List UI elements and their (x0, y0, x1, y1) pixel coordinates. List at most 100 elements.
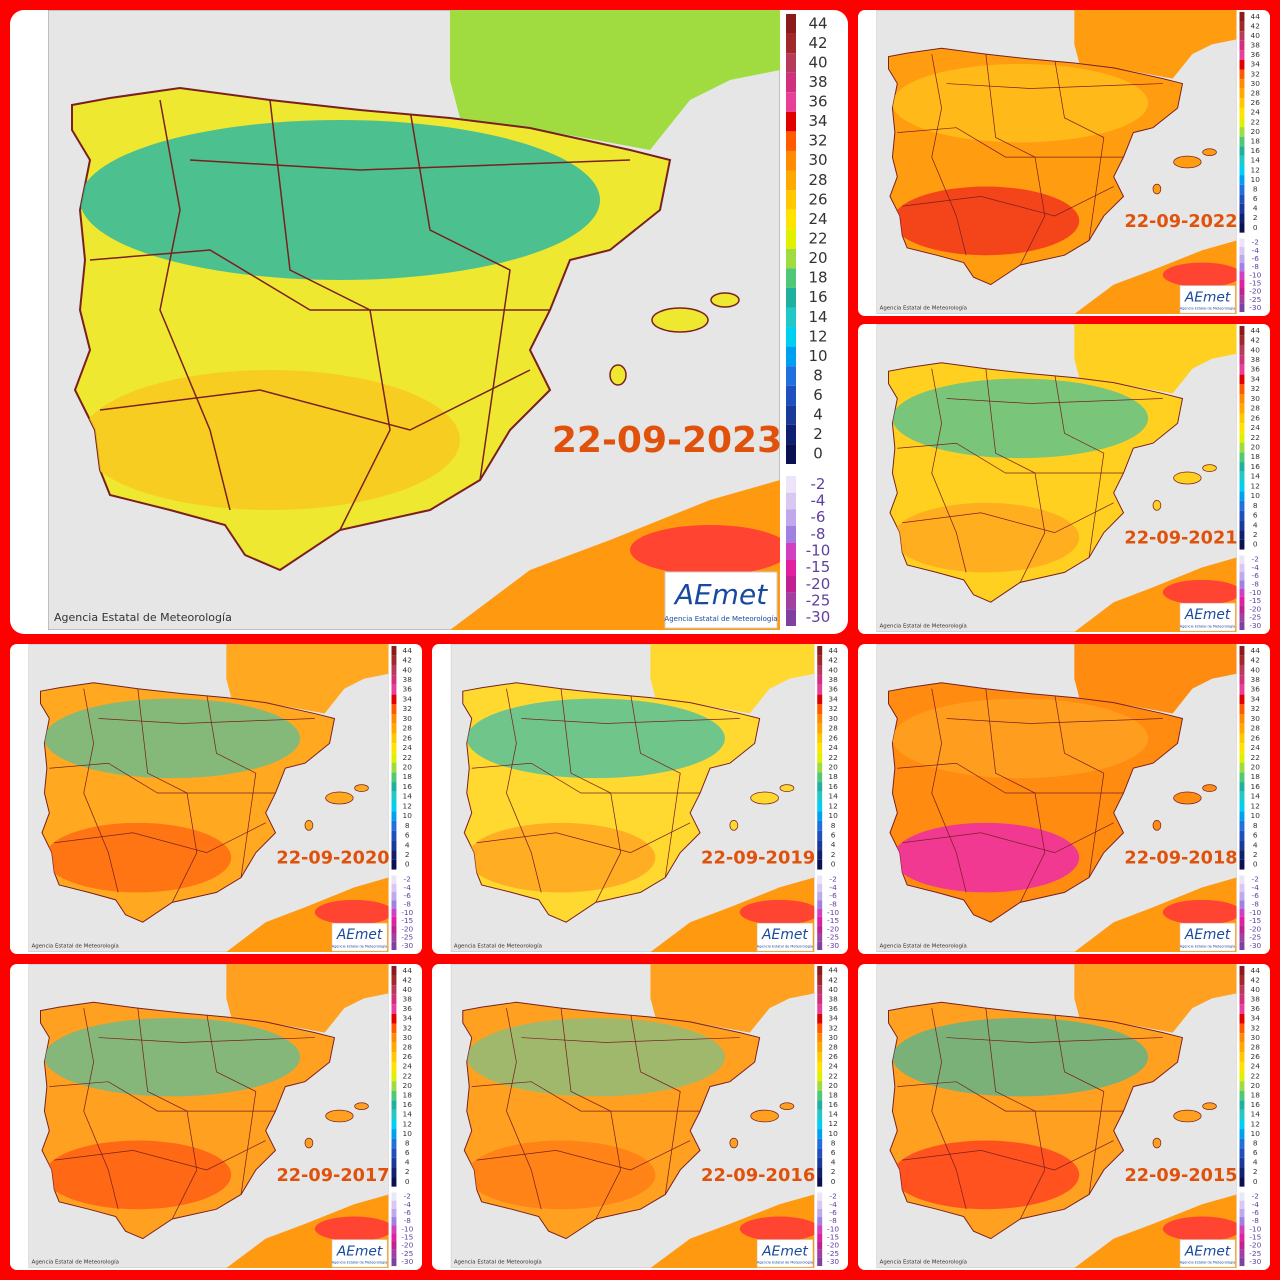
legend-label: 30 (1251, 1033, 1261, 1042)
legend-label: 28 (828, 724, 838, 733)
legend-swatch (1239, 295, 1245, 304)
province-border (630, 1012, 681, 1195)
logo-box (1179, 285, 1236, 314)
logo-subtitle: Agencia Estatal de Meteorología (332, 945, 387, 949)
map-panel: 22-09-2022 AEmet Agencia Estatal de Meteor… (858, 10, 1270, 316)
legend-swatch (1239, 694, 1245, 705)
legend-label: 0 (813, 445, 823, 463)
map-panel: 22-09-2023 AEmet Agencia Estatal de Meteor… (10, 10, 848, 634)
legend-label: 34 (808, 112, 827, 130)
legend-swatch (1239, 303, 1245, 313)
legend-label: 28 (1251, 724, 1261, 733)
legend-label: 6 (405, 830, 410, 839)
island (1152, 183, 1162, 195)
legend-swatch (1239, 213, 1245, 224)
legend-label: -2 (1252, 1192, 1259, 1201)
legend-label: -10 (827, 908, 839, 917)
legend-swatch (1239, 596, 1245, 606)
province-border (521, 718, 740, 724)
iberia-zones (892, 368, 1163, 583)
legend-label: 26 (828, 1052, 838, 1061)
legend-label: 20 (808, 249, 827, 267)
legend-label: -25 (401, 1249, 413, 1258)
legend-swatch (817, 1200, 823, 1209)
province-border (897, 127, 1124, 158)
legend-label: 38 (1251, 355, 1261, 364)
legend-label: 44 (1251, 326, 1261, 335)
legend-label: 28 (1251, 89, 1261, 98)
legend-swatch (1239, 994, 1245, 1005)
province-border (83, 1008, 119, 1210)
legend-swatch (1239, 500, 1245, 511)
legend-swatch (391, 675, 397, 685)
legend-swatch (391, 772, 397, 783)
legend-label: 8 (813, 366, 823, 384)
legend-swatch (391, 1241, 397, 1250)
legend-swatch (1239, 1200, 1245, 1209)
legend-label: -8 (1252, 1216, 1260, 1225)
france (1074, 644, 1237, 714)
legend-label: 24 (1251, 108, 1261, 117)
legend-label: 44 (1251, 12, 1261, 21)
legend-label: 42 (808, 34, 827, 52)
legend-swatch (817, 665, 823, 676)
legend-swatch (391, 916, 397, 926)
legend-swatch (1239, 374, 1245, 385)
province-border (902, 502, 1114, 534)
legend-swatch (1239, 1148, 1245, 1158)
legend-label: 34 (828, 1014, 838, 1023)
legend-swatch (817, 933, 823, 942)
legend-swatch (1239, 98, 1245, 108)
legend-swatch (817, 1192, 823, 1201)
legend-swatch (1239, 563, 1245, 573)
legend-swatch (1239, 985, 1245, 995)
legend-label: -15 (1249, 278, 1261, 287)
legend-swatch (1239, 246, 1245, 255)
legend-label: 10 (403, 811, 413, 820)
province-border (1054, 1012, 1105, 1195)
legend-label: 14 (1251, 792, 1261, 801)
legend-swatch (1239, 1157, 1245, 1168)
date-label: 22-09-2020 (276, 848, 389, 869)
france (650, 964, 815, 1033)
logo-name: AEmet (1184, 607, 1231, 623)
legend-swatch (786, 170, 796, 191)
legend-label: 14 (1251, 156, 1261, 165)
legend-label: -25 (1249, 613, 1261, 622)
legend-swatch (1239, 345, 1245, 356)
legend-label: 36 (828, 685, 838, 694)
legend-swatch (1239, 752, 1245, 763)
legend-swatch (786, 190, 796, 210)
legend-label: 34 (1251, 60, 1261, 69)
legend-label: -25 (1249, 295, 1261, 304)
map-panel: 22-09-2015 AEmet Agencia Estatal de Meteor… (858, 964, 1270, 1270)
island (710, 292, 740, 308)
province-border (946, 83, 1163, 89)
legend-label: 10 (403, 1129, 413, 1138)
legend-label: -8 (1252, 262, 1260, 271)
legend-label: 44 (828, 646, 838, 655)
island (1202, 148, 1217, 157)
legend-swatch (786, 492, 796, 510)
legend-swatch (1239, 859, 1245, 870)
legend-label: 2 (1253, 850, 1258, 859)
province-border (521, 1037, 740, 1043)
africa-hot (1162, 579, 1237, 605)
legend-swatch (391, 1257, 397, 1267)
legend-label: 26 (828, 733, 838, 742)
legend-swatch (817, 733, 823, 744)
legend-label: -4 (1252, 563, 1260, 572)
legend-label: 30 (403, 1033, 413, 1042)
legend-label: 40 (403, 985, 413, 994)
legend-label: 30 (403, 714, 413, 723)
legend-swatch (391, 1061, 397, 1072)
legend-label: -8 (829, 899, 837, 908)
legend-swatch (1239, 665, 1245, 676)
credit: Agencia Estatal de Meteorología (454, 943, 542, 950)
legend-label: 40 (828, 665, 838, 674)
map (876, 10, 1237, 315)
legend-label: -30 (1249, 303, 1261, 312)
legend-label: 22 (1251, 433, 1260, 442)
legend-label: -25 (1249, 1249, 1261, 1258)
island (304, 819, 314, 831)
